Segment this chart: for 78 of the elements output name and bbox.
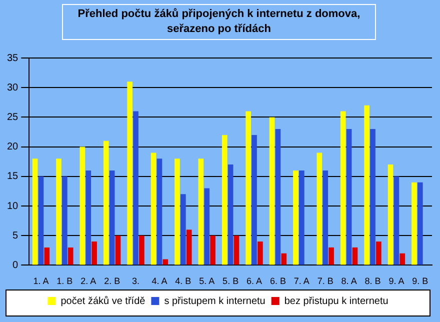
bar [376, 242, 382, 265]
x-tick-label: 8. B [364, 276, 381, 286]
y-tick-label: 25 [7, 112, 19, 123]
bar [340, 111, 346, 265]
bar [174, 158, 180, 265]
bar [156, 158, 162, 265]
x-tick-label: 7. A [294, 276, 310, 286]
bar [412, 182, 417, 265]
bar [400, 253, 406, 265]
bar [281, 253, 287, 265]
y-tick-label: 5 [12, 230, 19, 242]
x-tick-label: 4. A [152, 276, 168, 286]
bar [298, 170, 304, 265]
bar [322, 170, 328, 265]
bar [204, 188, 210, 265]
bar [328, 247, 334, 265]
bar [252, 134, 257, 265]
y-tick-label: 0 [12, 260, 19, 271]
bar [80, 146, 86, 265]
bar [68, 247, 74, 265]
bar [32, 158, 38, 265]
bar [275, 129, 281, 265]
bar [316, 152, 322, 265]
y-tick-label: 30 [7, 82, 19, 94]
legend-label: bez přistupu k internetu [284, 296, 388, 307]
bar [92, 242, 97, 265]
bar [364, 105, 370, 265]
x-tick-label: 6. B [270, 276, 286, 286]
bar [269, 117, 275, 265]
legend-label: počet žáků ve třídě [60, 294, 146, 307]
bar [352, 247, 358, 265]
bar [417, 182, 423, 265]
x-tick-label: 1. A [33, 276, 49, 286]
bar [293, 170, 298, 265]
bar [210, 236, 216, 265]
x-tick-label: 9. B [412, 276, 428, 286]
bar [109, 170, 115, 265]
bar [186, 230, 192, 265]
bar [180, 194, 186, 265]
bar [38, 176, 44, 265]
legend-label: s přistupem k internetu [164, 296, 266, 307]
bar [133, 111, 138, 265]
bar [346, 129, 352, 265]
y-tick-label: 15 [7, 171, 19, 182]
x-tick-label: 6. A [246, 276, 262, 286]
x-tick-label: 2. A [80, 276, 96, 286]
x-tick-label: 9. A [388, 276, 404, 286]
x-tick-label: 5. A [199, 276, 215, 286]
x-tick-label: 5. B [222, 276, 239, 286]
x-tick-label: 7. B [317, 276, 334, 286]
bar [103, 140, 109, 265]
x-tick-label: 4. B [175, 276, 192, 286]
bar [228, 164, 234, 265]
bar [246, 111, 251, 265]
bar [127, 82, 133, 265]
bar [162, 259, 168, 265]
bar [394, 176, 400, 265]
x-tick-label: 8. A [341, 276, 357, 286]
bar [198, 158, 204, 265]
bar [388, 164, 394, 265]
bar [139, 236, 144, 265]
chart-title: Přehled počtu žáků připojených k internetu z domova, seřazeno po třídách [62, 4, 376, 40]
bar [222, 134, 228, 265]
y-tick-label: 20 [7, 142, 19, 153]
x-tick-label: 2. B [104, 276, 120, 286]
bar [370, 129, 376, 265]
y-tick-label: 10 [7, 200, 19, 212]
bar [150, 152, 156, 265]
bar [44, 247, 50, 265]
bar [234, 236, 240, 265]
bar [258, 242, 263, 265]
y-tick-label: 35 [7, 52, 19, 64]
bar [62, 176, 68, 265]
x-tick-label: 1. B [56, 276, 73, 286]
x-tick-label: 3. [132, 276, 140, 286]
bar [86, 170, 92, 265]
bar [115, 236, 121, 265]
bar [56, 158, 62, 265]
